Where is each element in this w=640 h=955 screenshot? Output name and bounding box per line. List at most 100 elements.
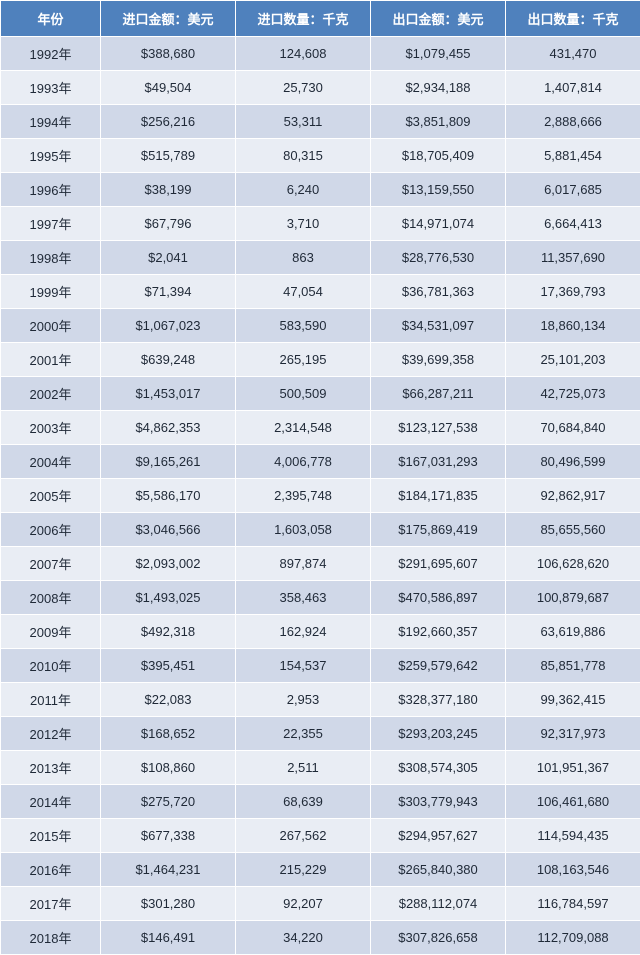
cell-export_qty: 70,684,840: [506, 411, 640, 445]
cell-import_value: $3,046,566: [101, 513, 236, 547]
cell-year: 2018年: [1, 921, 101, 955]
cell-import_qty: 2,395,748: [236, 479, 371, 513]
table-row: 2011年$22,0832,953$328,377,18099,362,415: [1, 683, 640, 717]
cell-import_qty: 80,315: [236, 139, 371, 173]
cell-export_qty: 25,101,203: [506, 343, 640, 377]
col-header-import-qty: 进口数量：千克: [236, 1, 371, 37]
cell-import_qty: 2,511: [236, 751, 371, 785]
table-row: 2005年$5,586,1702,395,748$184,171,83592,8…: [1, 479, 640, 513]
cell-export_value: $14,971,074: [371, 207, 506, 241]
cell-export_qty: 2,888,666: [506, 105, 640, 139]
cell-year: 2016年: [1, 853, 101, 887]
table-row: 1995年$515,78980,315$18,705,4095,881,454: [1, 139, 640, 173]
cell-export_qty: 106,461,680: [506, 785, 640, 819]
cell-import_value: $4,862,353: [101, 411, 236, 445]
cell-import_value: $49,504: [101, 71, 236, 105]
table-row: 2014年$275,72068,639$303,779,943106,461,6…: [1, 785, 640, 819]
table-row: 2009年$492,318162,924$192,660,35763,619,8…: [1, 615, 640, 649]
table-row: 2001年$639,248265,195$39,699,35825,101,20…: [1, 343, 640, 377]
table-row: 2007年$2,093,002897,874$291,695,607106,62…: [1, 547, 640, 581]
cell-import_value: $256,216: [101, 105, 236, 139]
cell-export_value: $308,574,305: [371, 751, 506, 785]
cell-year: 2007年: [1, 547, 101, 581]
cell-year: 2009年: [1, 615, 101, 649]
cell-export_qty: 101,951,367: [506, 751, 640, 785]
cell-import_qty: 68,639: [236, 785, 371, 819]
trade-data-table: 年份 进口金额：美元 进口数量：千克 出口金额：美元 出口数量：千克 1992年…: [0, 0, 640, 955]
cell-export_value: $470,586,897: [371, 581, 506, 615]
cell-import_qty: 25,730: [236, 71, 371, 105]
cell-export_value: $123,127,538: [371, 411, 506, 445]
cell-export_value: $192,660,357: [371, 615, 506, 649]
cell-import_value: $395,451: [101, 649, 236, 683]
cell-export_value: $288,112,074: [371, 887, 506, 921]
cell-import_value: $1,464,231: [101, 853, 236, 887]
cell-export_value: $36,781,363: [371, 275, 506, 309]
cell-export_value: $34,531,097: [371, 309, 506, 343]
cell-export_value: $259,579,642: [371, 649, 506, 683]
cell-import_qty: 162,924: [236, 615, 371, 649]
cell-import_value: $1,453,017: [101, 377, 236, 411]
table-row: 2012年$168,65222,355$293,203,24592,317,97…: [1, 717, 640, 751]
cell-import_qty: 897,874: [236, 547, 371, 581]
table-row: 2010年$395,451154,537$259,579,64285,851,7…: [1, 649, 640, 683]
cell-export_qty: 63,619,886: [506, 615, 640, 649]
cell-export_qty: 92,317,973: [506, 717, 640, 751]
cell-year: 2005年: [1, 479, 101, 513]
cell-year: 2000年: [1, 309, 101, 343]
col-header-export-qty: 出口数量：千克: [506, 1, 640, 37]
cell-import_value: $67,796: [101, 207, 236, 241]
table-row: 1997年$67,7963,710$14,971,0746,664,413: [1, 207, 640, 241]
cell-import_value: $5,586,170: [101, 479, 236, 513]
cell-year: 2012年: [1, 717, 101, 751]
cell-import_value: $1,067,023: [101, 309, 236, 343]
cell-import_value: $275,720: [101, 785, 236, 819]
cell-export_value: $291,695,607: [371, 547, 506, 581]
table-row: 1992年$388,680124,608$1,079,455431,470: [1, 37, 640, 71]
cell-import_qty: 47,054: [236, 275, 371, 309]
cell-import_value: $639,248: [101, 343, 236, 377]
table-row: 2008年$1,493,025358,463$470,586,897100,87…: [1, 581, 640, 615]
cell-year: 2011年: [1, 683, 101, 717]
cell-import_value: $677,338: [101, 819, 236, 853]
cell-export_qty: 85,851,778: [506, 649, 640, 683]
cell-year: 2013年: [1, 751, 101, 785]
cell-import_qty: 22,355: [236, 717, 371, 751]
cell-import_qty: 34,220: [236, 921, 371, 955]
cell-import_value: $2,093,002: [101, 547, 236, 581]
cell-year: 1997年: [1, 207, 101, 241]
cell-import_qty: 6,240: [236, 173, 371, 207]
cell-import_qty: 215,229: [236, 853, 371, 887]
table-header: 年份 进口金额：美元 进口数量：千克 出口金额：美元 出口数量：千克: [1, 1, 640, 37]
cell-export_qty: 6,017,685: [506, 173, 640, 207]
table-row: 1998年$2,041863$28,776,53011,357,690: [1, 241, 640, 275]
cell-export_value: $2,934,188: [371, 71, 506, 105]
cell-year: 1992年: [1, 37, 101, 71]
cell-year: 1996年: [1, 173, 101, 207]
cell-import_qty: 124,608: [236, 37, 371, 71]
table-row: 2000年$1,067,023583,590$34,531,09718,860,…: [1, 309, 640, 343]
cell-import_value: $9,165,261: [101, 445, 236, 479]
cell-export_value: $184,171,835: [371, 479, 506, 513]
cell-export_qty: 100,879,687: [506, 581, 640, 615]
cell-year: 2014年: [1, 785, 101, 819]
cell-export_value: $175,869,419: [371, 513, 506, 547]
cell-export_qty: 92,862,917: [506, 479, 640, 513]
table-row: 1996年$38,1996,240$13,159,5506,017,685: [1, 173, 640, 207]
cell-import_value: $1,493,025: [101, 581, 236, 615]
cell-year: 2002年: [1, 377, 101, 411]
table-row: 1994年$256,21653,311$3,851,8092,888,666: [1, 105, 640, 139]
cell-import_value: $2,041: [101, 241, 236, 275]
cell-year: 1993年: [1, 71, 101, 105]
cell-year: 1999年: [1, 275, 101, 309]
cell-import_qty: 3,710: [236, 207, 371, 241]
cell-import_qty: 4,006,778: [236, 445, 371, 479]
cell-export_qty: 11,357,690: [506, 241, 640, 275]
cell-export_qty: 6,664,413: [506, 207, 640, 241]
cell-export_value: $294,957,627: [371, 819, 506, 853]
table-row: 2004年$9,165,2614,006,778$167,031,29380,4…: [1, 445, 640, 479]
cell-import_qty: 53,311: [236, 105, 371, 139]
col-header-year: 年份: [1, 1, 101, 37]
cell-import_value: $108,860: [101, 751, 236, 785]
cell-year: 2008年: [1, 581, 101, 615]
